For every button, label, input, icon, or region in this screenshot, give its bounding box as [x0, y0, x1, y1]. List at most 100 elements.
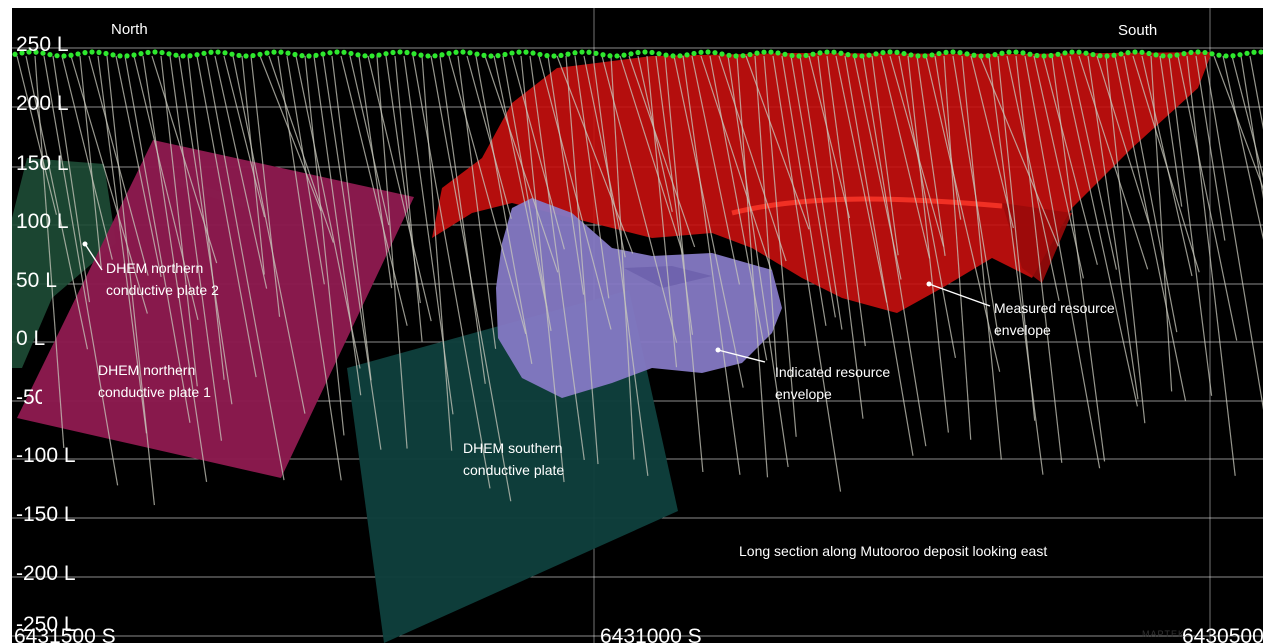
label-dhem-north-plate-2: DHEM northern conductive plate 2 — [106, 260, 219, 298]
drillhole-collar — [768, 49, 774, 55]
drillhole-collar — [607, 53, 613, 59]
drillhole-collar — [54, 53, 60, 59]
drillhole-collar — [880, 49, 886, 56]
drillhole-collar — [971, 52, 977, 58]
drillhole-collar — [201, 50, 207, 56]
drillhole-collar — [404, 49, 410, 56]
drillhole-trace — [205, 55, 285, 481]
drillhole-trace — [1231, 55, 1263, 179]
drillhole-collar — [572, 50, 578, 56]
drillhole-collar — [1195, 49, 1201, 55]
drillhole-trace — [304, 55, 345, 436]
drillhole-trace — [241, 55, 265, 275]
drillhole-trace — [637, 55, 673, 212]
drillhole-collar — [740, 53, 746, 59]
drillhole-collar — [831, 49, 837, 55]
drillhole-collar — [1118, 51, 1124, 57]
drillhole-collar — [425, 53, 431, 59]
drillhole-collar — [1209, 51, 1215, 57]
drillhole-trace — [799, 55, 843, 330]
drillhole-trace — [196, 55, 257, 378]
drillhole-trace — [997, 55, 1036, 421]
label-measured-envelope: Measured resource envelope — [994, 300, 1115, 338]
drillhole-collar — [978, 53, 984, 59]
drillhole-collar — [1090, 51, 1096, 58]
drillhole-collar — [530, 50, 536, 56]
drillhole-trace — [358, 55, 393, 289]
drillhole-collar — [250, 52, 256, 59]
drillhole-collar — [362, 53, 368, 59]
drillhole-trace — [502, 55, 552, 331]
drillhole-collar — [985, 53, 991, 59]
drillhole-trace — [115, 55, 162, 278]
drillhole-trace — [25, 55, 89, 350]
drillhole-trace — [700, 55, 772, 271]
drillhole-collar — [1097, 53, 1103, 59]
drillhole-trace — [538, 55, 612, 330]
drillhole-collar — [194, 52, 200, 58]
drillhole-collar — [551, 53, 557, 59]
drillhole-collar — [446, 50, 452, 56]
drillhole-collar — [166, 51, 172, 57]
drillhole-collar — [145, 49, 151, 56]
drillhole-collar — [922, 53, 928, 59]
drillhole-collar — [964, 51, 970, 57]
drillhole-collar — [502, 51, 508, 58]
drillhole-collar — [1223, 53, 1229, 59]
drillhole-collar — [1237, 52, 1243, 58]
drillhole-collar — [397, 49, 403, 55]
drillhole-trace — [682, 55, 741, 475]
drillhole-collar — [516, 49, 522, 55]
drillhole-collar — [334, 49, 340, 55]
drillhole-collar — [887, 49, 893, 55]
drillhole-collar — [908, 52, 914, 58]
drillhole-trace — [583, 55, 626, 258]
drillhole-collar — [271, 49, 277, 55]
drillhole-collar — [1244, 50, 1250, 56]
drillhole-collar — [376, 52, 382, 58]
drillhole-collar — [306, 53, 312, 59]
level-label-minus-250: -250 L — [16, 613, 76, 636]
easting-label-6431000: 6431000 S — [600, 625, 702, 643]
drillhole-collar — [19, 50, 25, 56]
drillhole-trace — [1249, 55, 1263, 130]
drillhole-collar — [1181, 51, 1187, 57]
drillhole-trace — [772, 55, 842, 492]
drillhole-trace — [808, 55, 851, 219]
drillhole-collar — [593, 50, 599, 56]
drillhole-trace — [412, 55, 491, 489]
drillhole-collar — [544, 53, 550, 59]
drillhole-trace — [313, 55, 362, 396]
level-label-200: 200 L — [16, 92, 69, 115]
level-label-minus-200: -200 L — [16, 562, 76, 585]
drillhole-collar — [1139, 49, 1145, 55]
drillhole-collar — [474, 51, 480, 57]
drillhole-trace — [826, 55, 866, 347]
drillhole-trace — [565, 55, 599, 465]
drillhole-trace — [844, 55, 914, 456]
dhem-north-plate-2 — [12, 158, 116, 368]
drillhole-collar — [747, 51, 753, 58]
measured-envelope-ridge — [731, 196, 1003, 216]
drillhole-trace — [259, 55, 322, 211]
drillhole-trace — [250, 55, 281, 317]
section-viewport[interactable]: North South 250 L 200 L 150 L 100 L 50 L… — [12, 8, 1263, 643]
drillhole-collar — [180, 53, 186, 59]
drillhole-trace — [475, 55, 533, 364]
drillhole-collar — [138, 51, 144, 57]
drillhole-trace — [709, 55, 768, 361]
drillhole-trace — [754, 55, 778, 372]
drillhole-collar — [1069, 49, 1075, 55]
drillhole-collar — [586, 49, 592, 55]
drillhole-trace — [1033, 55, 1084, 279]
drillhole-collar — [754, 50, 760, 56]
drillhole-collar — [635, 49, 641, 56]
drillhole-collar — [614, 53, 620, 59]
annotation-arrowhead — [82, 241, 88, 247]
drillhole-trace — [1078, 55, 1149, 270]
drillhole-trace — [970, 55, 1014, 229]
drillhole-collar — [320, 51, 326, 57]
drillhole-collar — [649, 49, 655, 56]
drillhole-collar — [957, 50, 963, 56]
drillhole-trace — [763, 55, 797, 437]
